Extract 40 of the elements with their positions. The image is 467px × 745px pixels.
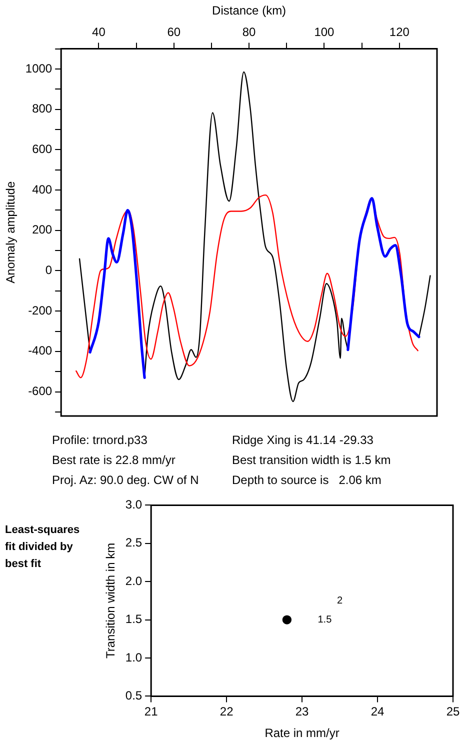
y-tick-label: 1000 — [25, 61, 52, 76]
x-tick-label: 24 — [370, 704, 385, 719]
y-tick-label: 0 — [45, 263, 52, 278]
y-tick-label: 1.0 — [125, 650, 142, 664]
y-tick-label: -400 — [28, 344, 52, 358]
annotation: 2 — [337, 595, 343, 606]
y-tick-label: -200 — [28, 303, 52, 318]
text: Proj. Az: 90.0 deg. CW of N — [52, 473, 200, 487]
y-tick-label: 400 — [32, 182, 52, 196]
text: Best rate is 22.8 mm/yr — [52, 453, 176, 467]
x-tick-label: 100 — [314, 24, 335, 39]
y-tick-label: 0.5 — [125, 688, 142, 703]
text: Depth to source is 2.06 km — [232, 473, 382, 487]
y-axis-title: Anomaly amplitude — [4, 181, 18, 284]
x-tick-label: 23 — [295, 704, 310, 719]
x-tick-label: 60 — [167, 24, 181, 39]
text: Ridge Xing is 41.14 -29.33 — [232, 433, 374, 447]
y-axis-title: Transition width in km — [104, 542, 118, 658]
annotation: 1.5 — [318, 614, 332, 626]
y-tick-label: 200 — [32, 222, 52, 237]
x-axis-title: Rate in mm/yr — [264, 726, 340, 740]
x-tick-label: 21 — [144, 704, 158, 719]
x-tick-label: 25 — [446, 704, 460, 719]
line-series — [346, 197, 420, 352]
y-tick-label: 800 — [32, 102, 52, 116]
y-tick-label: 1.5 — [125, 612, 142, 626]
y-tick-label: -600 — [28, 384, 52, 398]
y-tick-label: 3.0 — [125, 498, 142, 512]
y-tick-label: 2.5 — [125, 536, 142, 550]
y-tick-label: 2.0 — [125, 574, 142, 588]
text: Least-squares fit divided by best fit — [5, 523, 81, 572]
line-series — [88, 208, 146, 379]
x-axis-title: Distance (km) — [212, 4, 286, 18]
text: Profile: trnord.p33 — [52, 433, 148, 447]
y-tick-label: 600 — [32, 142, 52, 156]
x-tick-label: 40 — [92, 24, 106, 39]
x-tick-label: 120 — [389, 24, 410, 39]
text: Best transition width is 1.5 km — [232, 453, 392, 467]
x-tick-label: 22 — [220, 704, 234, 719]
x-tick-label: 80 — [242, 24, 256, 39]
